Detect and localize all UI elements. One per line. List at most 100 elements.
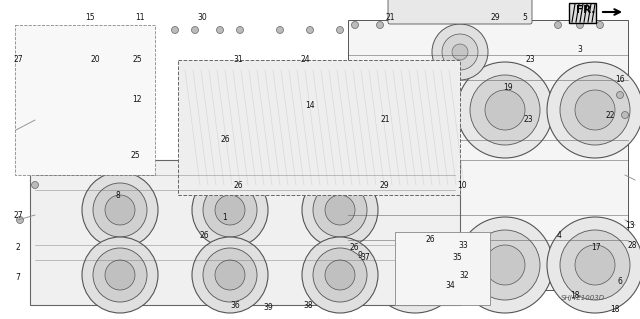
Circle shape [31,182,38,189]
Circle shape [116,96,124,104]
Circle shape [82,237,158,313]
Text: 19: 19 [503,84,513,93]
Text: 12: 12 [132,95,141,105]
Circle shape [452,44,468,60]
Circle shape [325,260,355,290]
Circle shape [577,21,584,28]
Ellipse shape [375,110,435,145]
Circle shape [36,96,44,104]
Circle shape [36,56,44,64]
Ellipse shape [384,117,426,139]
Circle shape [351,21,358,28]
Text: 9: 9 [358,250,362,259]
Circle shape [93,183,147,237]
Circle shape [116,136,124,144]
Text: 23: 23 [523,115,533,124]
Ellipse shape [300,110,360,145]
Circle shape [93,248,147,302]
Circle shape [621,112,628,118]
Text: 31: 31 [233,56,243,64]
Circle shape [452,267,468,283]
Circle shape [203,248,257,302]
Circle shape [56,136,64,144]
Text: 21: 21 [385,13,395,23]
Circle shape [457,217,553,313]
Circle shape [313,183,367,237]
Text: 10: 10 [457,181,467,189]
Circle shape [82,172,158,248]
Text: 32: 32 [459,271,469,279]
Text: 7: 7 [15,273,20,283]
Text: 23: 23 [525,56,535,64]
Circle shape [56,96,64,104]
Text: 13: 13 [625,220,635,229]
Circle shape [191,26,198,33]
Text: 21: 21 [380,115,390,124]
Circle shape [96,96,104,104]
Circle shape [76,56,84,64]
Circle shape [105,260,135,290]
Text: 27: 27 [13,211,23,219]
Text: 20: 20 [90,56,100,64]
Text: 28: 28 [627,241,637,249]
Text: 22: 22 [605,110,615,120]
Circle shape [302,237,378,313]
Text: 1: 1 [223,213,227,222]
Ellipse shape [309,117,351,139]
Text: 6: 6 [618,278,623,286]
Circle shape [547,62,640,158]
Circle shape [575,90,615,130]
Text: 26: 26 [220,136,230,145]
Ellipse shape [225,110,285,145]
Circle shape [325,195,355,225]
Text: 24: 24 [300,56,310,64]
Text: 26: 26 [425,235,435,244]
Text: 3: 3 [577,46,582,55]
Circle shape [302,172,378,248]
Text: 26: 26 [233,181,243,189]
Circle shape [380,230,450,300]
Circle shape [485,90,525,130]
Polygon shape [30,160,460,305]
Circle shape [596,21,604,28]
Text: 18: 18 [611,306,620,315]
Text: 16: 16 [615,76,625,85]
Text: 36: 36 [230,300,240,309]
Circle shape [485,245,525,285]
Circle shape [76,136,84,144]
Text: 15: 15 [85,13,95,23]
Text: 25: 25 [130,151,140,160]
Circle shape [56,56,64,64]
Ellipse shape [234,117,276,139]
Text: 35: 35 [452,254,462,263]
Circle shape [432,24,488,80]
Circle shape [96,136,104,144]
Circle shape [418,253,442,277]
Circle shape [395,245,435,285]
Circle shape [367,217,463,313]
Circle shape [560,75,630,145]
Polygon shape [178,60,460,195]
Text: 34: 34 [445,280,455,290]
Circle shape [36,136,44,144]
Circle shape [192,172,268,248]
Text: 27: 27 [13,56,23,64]
Circle shape [192,237,268,313]
Circle shape [172,26,179,33]
Circle shape [442,34,478,70]
Circle shape [216,26,223,33]
Text: 11: 11 [135,13,145,23]
Text: 14: 14 [305,100,315,109]
Circle shape [554,21,561,28]
Circle shape [76,96,84,104]
Text: 29: 29 [490,13,500,23]
Circle shape [470,230,540,300]
FancyBboxPatch shape [569,3,596,23]
Circle shape [313,248,367,302]
Text: 2: 2 [15,243,20,253]
Circle shape [237,26,243,33]
Polygon shape [15,25,155,175]
Text: 8: 8 [116,190,120,199]
Circle shape [376,21,383,28]
Polygon shape [348,20,628,290]
